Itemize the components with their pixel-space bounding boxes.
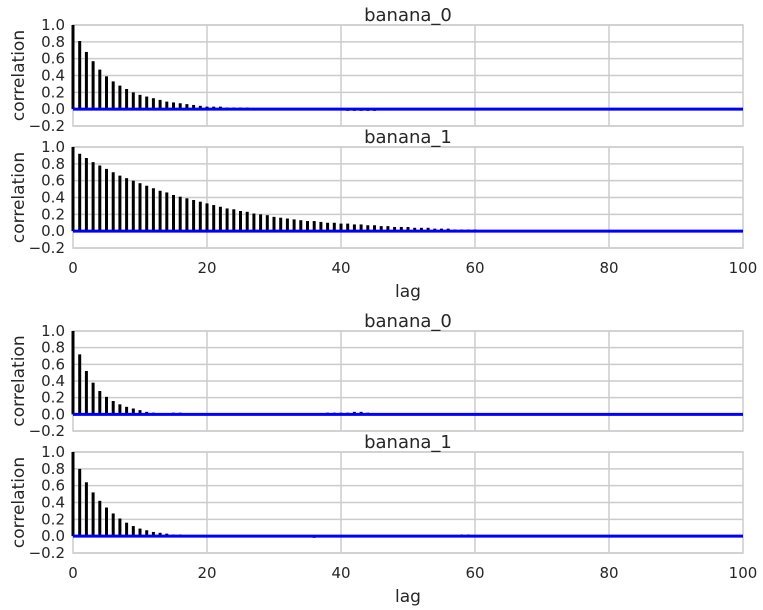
y-axis-label: correlation bbox=[9, 457, 29, 548]
x-tick-label: 100 bbox=[729, 259, 758, 277]
x-tick-label: 0 bbox=[68, 564, 78, 582]
x-tick-label: 40 bbox=[331, 564, 350, 582]
chart-panel-3: 1.00.80.60.40.20.0−0.20 20 40 60 80 100 banana… bbox=[9, 432, 757, 607]
y-tick-label: 0.0 bbox=[41, 100, 65, 118]
y-tick-label: 0.8 bbox=[41, 460, 65, 478]
y-tick-label: −0.2 bbox=[29, 422, 65, 440]
x-tick-label: 80 bbox=[599, 564, 618, 582]
x-tick-label: 80 bbox=[599, 259, 618, 277]
y-tick-label: 0.2 bbox=[41, 510, 65, 528]
y-tick-label: 1.0 bbox=[41, 322, 65, 340]
x-tick-label: 20 bbox=[197, 259, 216, 277]
x-tick-label: 60 bbox=[465, 564, 484, 582]
x-tick-label: 20 bbox=[197, 564, 216, 582]
y-tick-label: −0.2 bbox=[29, 239, 65, 257]
chart-panel-2: 1.00.80.60.40.20.0−0.2 banana_0 correlatio… bbox=[9, 311, 744, 440]
y-tick-label: 0.2 bbox=[41, 83, 65, 101]
x-tick-label: 40 bbox=[331, 259, 350, 277]
x-axis-label: lag bbox=[395, 282, 421, 302]
y-tick-label: 0.0 bbox=[41, 222, 65, 240]
y-tick-label: 0.4 bbox=[41, 189, 65, 207]
y-tick-label: 1.0 bbox=[41, 138, 65, 156]
y-tick-label: 0.2 bbox=[41, 389, 65, 407]
y-tick-label: 0.6 bbox=[41, 355, 65, 373]
y-tick-label: 0.8 bbox=[41, 155, 65, 173]
y-tick-label: 0.8 bbox=[41, 33, 65, 51]
chart-title: banana_1 bbox=[364, 432, 452, 453]
y-tick-label: 0.4 bbox=[41, 494, 65, 512]
y-axis-label: correlation bbox=[9, 335, 29, 426]
y-tick-label: 1.0 bbox=[41, 16, 65, 34]
chart-title: banana_0 bbox=[364, 5, 452, 26]
chart-title: banana_0 bbox=[364, 311, 452, 332]
y-axis-label: correlation bbox=[9, 30, 29, 121]
chart-title: banana_1 bbox=[364, 127, 452, 148]
x-tick-label: 60 bbox=[465, 259, 484, 277]
y-tick-label: 0.6 bbox=[41, 50, 65, 68]
y-tick-label: 0.2 bbox=[41, 205, 65, 223]
y-tick-label: −0.2 bbox=[29, 117, 65, 135]
y-tick-label: 1.0 bbox=[41, 443, 65, 461]
y-axis-label: correlation bbox=[9, 152, 29, 243]
y-tick-label: 0.6 bbox=[41, 477, 65, 495]
chart-panel-1: 1.00.80.60.40.20.0−0.20 20 40 60 80 100 banana… bbox=[9, 127, 757, 302]
x-tick-label: 0 bbox=[68, 259, 78, 277]
y-tick-label: 0.8 bbox=[41, 339, 65, 357]
x-axis-label: lag bbox=[395, 587, 421, 607]
y-tick-label: 0.6 bbox=[41, 172, 65, 190]
y-tick-label: −0.2 bbox=[29, 544, 65, 562]
y-tick-label: 0.0 bbox=[41, 527, 65, 545]
y-tick-label: 0.4 bbox=[41, 372, 65, 390]
chart-panel-0: 1.00.80.60.40.20.0−0.2 banana_0 correlatio… bbox=[9, 5, 744, 135]
x-tick-label: 100 bbox=[729, 564, 758, 582]
y-tick-label: 0.4 bbox=[41, 67, 65, 85]
y-tick-label: 0.0 bbox=[41, 405, 65, 423]
